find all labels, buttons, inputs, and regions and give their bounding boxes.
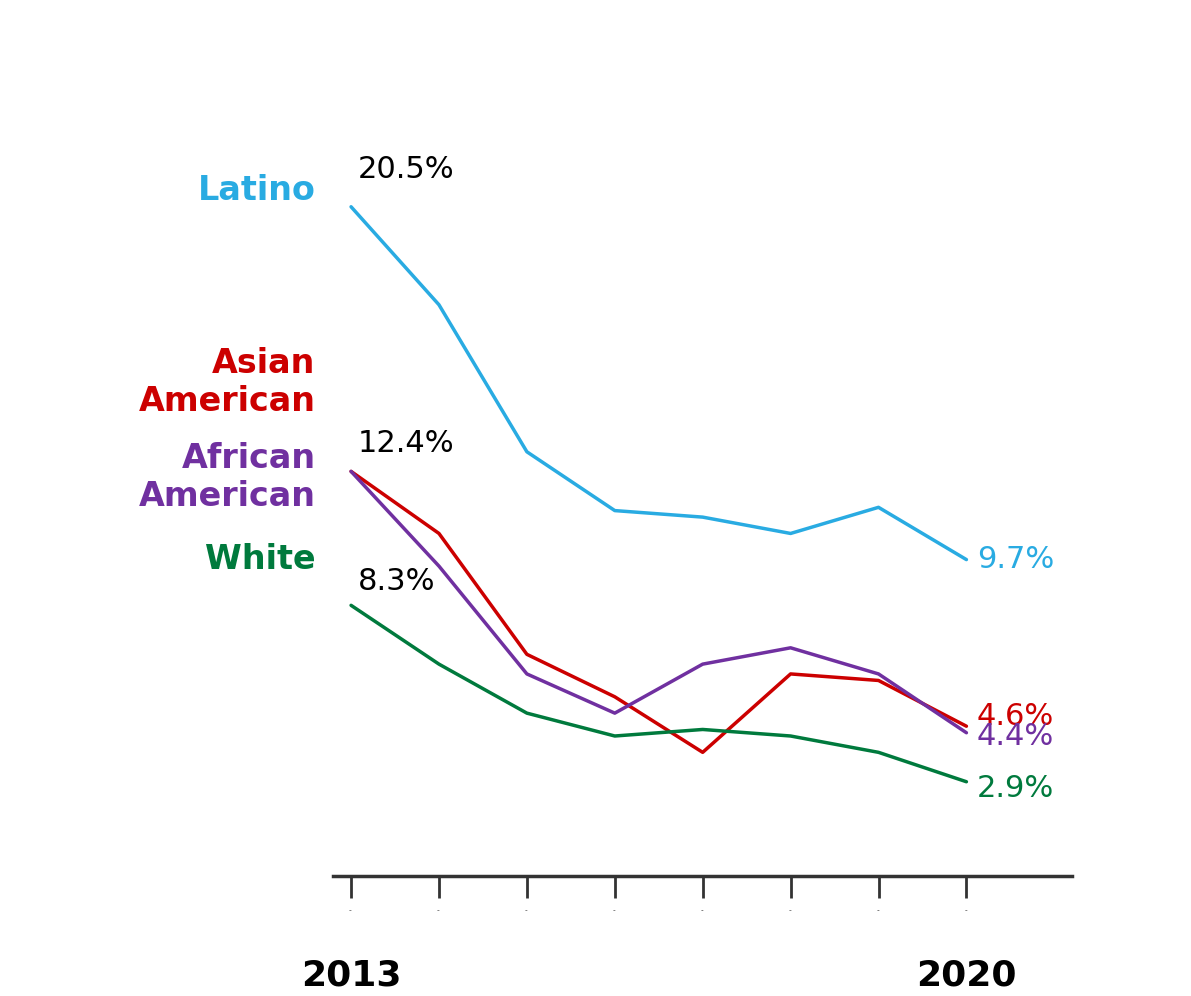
Text: 2013: 2013 xyxy=(301,958,401,992)
Text: Asian
American: Asian American xyxy=(138,348,316,418)
Text: 4.6%: 4.6% xyxy=(977,702,1054,731)
Text: African
American: African American xyxy=(138,442,316,513)
Text: 2020: 2020 xyxy=(916,958,1017,992)
Text: 9.7%: 9.7% xyxy=(977,545,1054,574)
Text: 20.5%: 20.5% xyxy=(358,155,455,184)
Text: White: White xyxy=(205,543,316,577)
Text: 8.3%: 8.3% xyxy=(358,567,436,596)
Text: 4.4%: 4.4% xyxy=(977,721,1054,751)
Text: Latino: Latino xyxy=(198,174,316,207)
Text: 12.4%: 12.4% xyxy=(358,429,455,458)
Text: 2.9%: 2.9% xyxy=(977,774,1054,803)
